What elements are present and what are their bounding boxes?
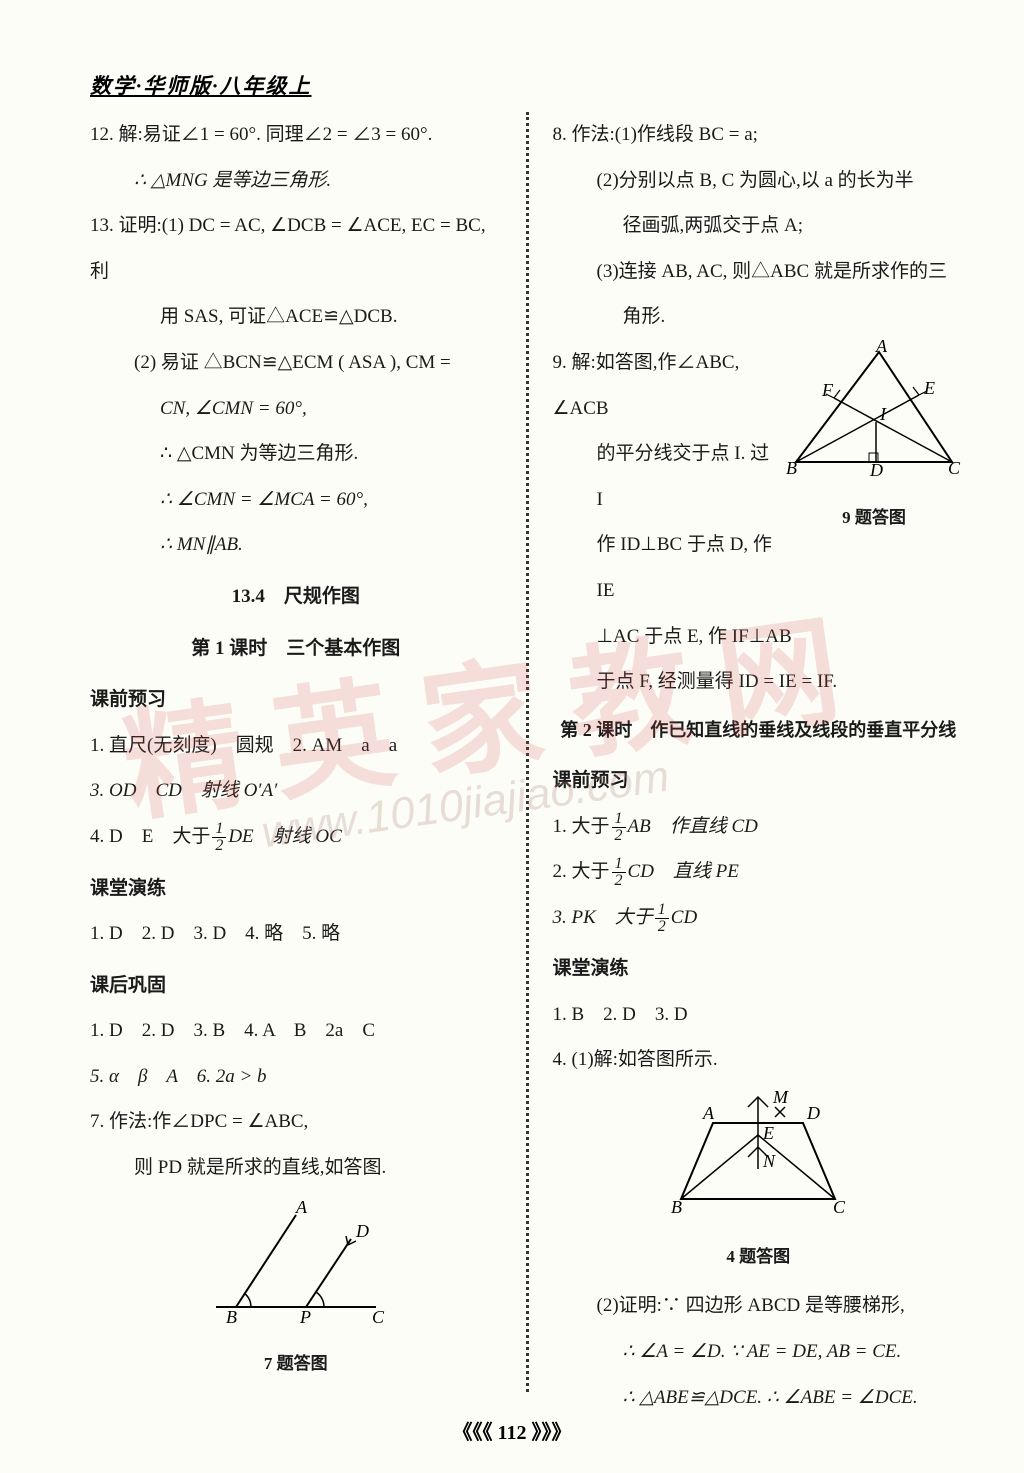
inclass-heading-right: 课堂演练	[553, 946, 965, 992]
afterclass-heading-left: 课后巩固	[90, 963, 502, 1009]
svg-text:D: D	[869, 460, 883, 480]
section-13-4-title: 13.4 尺规作图	[90, 574, 502, 620]
q4-line1: 4. (1)解:如答图所示.	[553, 1037, 965, 1083]
right-column: 8. 作法:(1)作线段 BC = a; (2)分别以点 B, C 为圆心,以 …	[533, 112, 965, 1392]
svg-text:A: A	[702, 1103, 715, 1123]
pre-r3: 3. PK 大于12CD	[553, 895, 965, 941]
svg-text:A: A	[295, 1197, 308, 1217]
svg-text:F: F	[821, 380, 834, 400]
q13-line3: (2) 易证 △BCN≌△ECM ( ASA ), CM =	[90, 340, 502, 386]
q4-line4: ∴ △ABE≌△DCE. ∴ ∠ABE = ∠DCE.	[553, 1375, 965, 1421]
q8-line2: (2)分别以点 B, C 为圆心,以 a 的长为半	[553, 158, 965, 204]
two-column-layout: 12. 解:易证∠1 = 60°. 同理∠2 = ∠3 = 60°. ∴ △MN…	[90, 112, 964, 1392]
after-q1: 1. D 2. D 3. B 4. A B 2a C	[90, 1008, 502, 1054]
svg-text:P: P	[299, 1307, 311, 1327]
q4-line2: (2)证明:∵ 四边形 ABCD 是等腰梯形,	[553, 1283, 965, 1329]
q9-line4: ⊥AC 于点 E, 作 IF⊥AB	[553, 614, 965, 660]
q13-line2: 用 SAS, 可证△ACE≌△DCB.	[90, 294, 502, 340]
page-number: 《《《 112 》》》	[0, 1416, 1024, 1445]
q13-line5: ∴ △CMN 为等边三角形.	[90, 431, 502, 477]
fig4-svg: A D B C E M N	[663, 1089, 853, 1219]
svg-text:D: D	[806, 1103, 820, 1123]
q8-line1: 8. 作法:(1)作线段 BC = a;	[553, 112, 965, 158]
q4-line3: ∴ ∠A = ∠D. ∵ AE = DE, AB = CE.	[553, 1329, 965, 1375]
class-ans-right: 1. B 2. D 3. D	[553, 992, 965, 1038]
q8-line4: (3)连接 AB, AC, 则△ABC 就是所求作的三	[553, 249, 965, 295]
pre-q3: 3. OD CD 射线 O′A′	[90, 768, 502, 814]
svg-text:C: C	[948, 458, 961, 478]
q12-line1: 12. 解:易证∠1 = 60°. 同理∠2 = ∠3 = 60°.	[90, 112, 502, 158]
svg-text:E: E	[923, 378, 935, 398]
q13-line4: CN, ∠CMN = 60°,	[90, 386, 502, 432]
lesson1-title: 第 1 课时 三个基本作图	[90, 626, 502, 672]
page-header: 数学·华师版·八年级上	[90, 70, 964, 100]
svg-text:B: B	[226, 1307, 237, 1327]
svg-text:B: B	[671, 1197, 682, 1217]
after-q5: 5. α β A 6. 2a > b	[90, 1054, 502, 1100]
q13-line7: ∴ MN∥AB.	[90, 522, 502, 568]
q13-line6: ∴ ∠CMN = ∠MCA = 60°,	[90, 477, 502, 523]
svg-text:C: C	[833, 1197, 846, 1217]
preclass-heading-left: 课前预习	[90, 677, 502, 723]
figure-4: A D B C E M N 4 题答图	[553, 1089, 965, 1277]
fig7-caption: 7 题答图	[90, 1344, 502, 1385]
fig9-svg: A B C D E F I	[784, 340, 964, 480]
page-root: 精英家教网 www.1010jiajiao.com 数学·华师版·八年级上 12…	[0, 0, 1024, 1473]
svg-text:N: N	[762, 1151, 776, 1171]
after-q7b: 则 PD 就是所求的直线,如答图.	[90, 1145, 502, 1191]
fig9-caption: 9 题答图	[784, 498, 964, 539]
class-ans-left: 1. D 2. D 3. D 4. 略 5. 略	[90, 911, 502, 957]
svg-text:A: A	[875, 340, 888, 356]
q8-line5: 角形.	[553, 294, 965, 340]
q8-line3: 径画弧,两弧交于点 A;	[553, 203, 965, 249]
pre-r2: 2. 大于12CD 直线 PE	[553, 849, 965, 895]
q9-line5: 于点 F, 经测量得 ID = IE = IF.	[553, 659, 965, 705]
lesson2-title: 第 2 课时 作已知直线的垂线及线段的垂直平分线	[553, 709, 965, 752]
q12-line2: ∴ △MNG 是等边三角形.	[90, 158, 502, 204]
column-divider	[526, 112, 529, 1392]
preclass-heading-right: 课前预习	[553, 758, 965, 804]
inclass-heading-left: 课堂演练	[90, 866, 502, 912]
svg-text:D: D	[355, 1221, 369, 1241]
svg-text:M: M	[772, 1089, 789, 1107]
pre-r1: 1. 大于12AB 作直线 CD	[553, 804, 965, 850]
q13-line1: 13. 证明:(1) DC = AC, ∠DCB = ∠ACE, EC = BC…	[90, 203, 502, 294]
svg-text:C: C	[372, 1307, 385, 1327]
fig4-caption: 4 题答图	[553, 1237, 965, 1278]
svg-text:I: I	[879, 404, 887, 424]
figure-9: A B C D E F I 9 题答图	[784, 340, 964, 538]
pre-q4: 4. D E 大于12DE 射线 OC	[90, 814, 502, 860]
q9-block: A B C D E F I 9 题答图 9. 解:如答图,作∠ABC, ∠ACB…	[553, 340, 965, 659]
left-column: 12. 解:易证∠1 = 60°. 同理∠2 = ∠3 = 60°. ∴ △MN…	[90, 112, 522, 1392]
svg-text:B: B	[786, 458, 797, 478]
pre-q1: 1. 直尺(无刻度) 圆规 2. AM a a	[90, 723, 502, 769]
fig7-svg: A B C D P	[196, 1197, 396, 1327]
figure-7: A B C D P 7 题答图	[90, 1197, 502, 1385]
svg-text:E: E	[762, 1123, 774, 1143]
after-q7a: 7. 作法:作∠DPC = ∠ABC,	[90, 1099, 502, 1145]
